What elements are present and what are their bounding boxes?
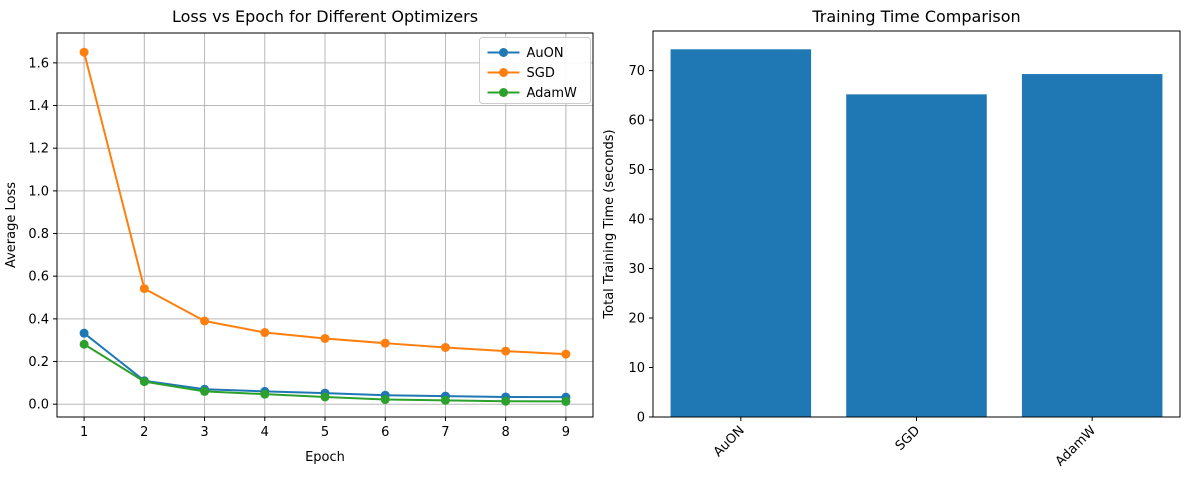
loss-xtick-label: 1 — [80, 425, 88, 440]
loss-marker-adamw — [320, 392, 330, 402]
loss-xtick-label: 7 — [441, 425, 449, 440]
loss-marker-sgd — [79, 47, 89, 57]
loss-xtick-label: 3 — [200, 425, 208, 440]
legend-marker-swatch — [499, 68, 508, 77]
time-xtick-label: SGD — [893, 423, 924, 454]
loss-marker-adamw — [200, 386, 210, 396]
loss-marker-sgd — [440, 342, 450, 352]
loss-marker-sgd — [139, 284, 149, 294]
time-xtick-label: AuON — [711, 423, 748, 460]
loss-ytick-label: 0.4 — [28, 312, 49, 327]
time-ytick-label: 70 — [628, 64, 645, 79]
time-ytick-label: 0 — [637, 411, 645, 426]
loss-ytick-label: 1.6 — [28, 56, 49, 71]
legend-label-adamw: AdamW — [527, 86, 578, 101]
time-ytick-label: 30 — [628, 262, 645, 277]
loss-ytick-label: 1.4 — [28, 99, 49, 114]
time-ytick-label: 10 — [628, 361, 645, 376]
time-xtick-label: AdamW — [1053, 423, 1099, 469]
loss-marker-sgd — [561, 349, 571, 359]
legend-marker-swatch — [499, 48, 508, 57]
loss-chart-title: Loss vs Epoch for Different Optimizers — [172, 7, 478, 26]
loss-xtick-label: 5 — [321, 425, 329, 440]
time-ytick-label: 40 — [628, 213, 645, 228]
time-ytick-label: 60 — [628, 114, 645, 129]
time-ytick-label: 50 — [628, 163, 645, 178]
time-ytick-label: 20 — [628, 312, 645, 327]
time-chart-title: Training Time Comparison — [811, 7, 1020, 26]
loss-marker-adamw — [260, 389, 270, 399]
loss-marker-sgd — [501, 346, 511, 356]
legend-label-sgd: SGD — [527, 66, 555, 81]
legend-marker-swatch — [499, 88, 508, 97]
loss-marker-sgd — [320, 333, 330, 343]
loss-xtick-label: 6 — [381, 425, 389, 440]
loss-ytick-label: 0.2 — [28, 355, 49, 370]
loss-marker-auon — [79, 328, 89, 338]
loss-xtick-label: 4 — [261, 425, 269, 440]
loss-yaxis-label: Average Loss — [4, 182, 19, 268]
loss-marker-sgd — [260, 328, 270, 338]
time-bar-sgd — [846, 94, 987, 417]
loss-xtick-label: 8 — [502, 425, 510, 440]
loss-ytick-label: 1.0 — [28, 184, 49, 199]
loss-marker-adamw — [440, 395, 450, 405]
loss-xtick-label: 9 — [562, 425, 570, 440]
loss-ytick-label: 0.0 — [28, 398, 49, 413]
loss-ytick-label: 1.2 — [28, 142, 49, 157]
loss-xaxis-label: Epoch — [305, 450, 345, 465]
loss-marker-adamw — [501, 396, 511, 406]
loss-marker-adamw — [561, 396, 571, 406]
loss-marker-sgd — [380, 338, 390, 348]
loss-marker-adamw — [79, 339, 89, 349]
time-yaxis-label: Total Training Time (seconds) — [602, 129, 617, 319]
time-bar-auon — [670, 49, 812, 418]
loss-marker-adamw — [380, 395, 390, 405]
loss-ytick-label: 0.6 — [28, 270, 49, 285]
loss-ytick-label: 0.8 — [28, 227, 49, 242]
legend-label-auon: AuON — [527, 46, 564, 61]
loss-xtick-label: 2 — [140, 425, 148, 440]
loss-marker-adamw — [139, 377, 149, 387]
time-bar-adamw — [1021, 74, 1163, 418]
loss-marker-sgd — [200, 316, 210, 326]
